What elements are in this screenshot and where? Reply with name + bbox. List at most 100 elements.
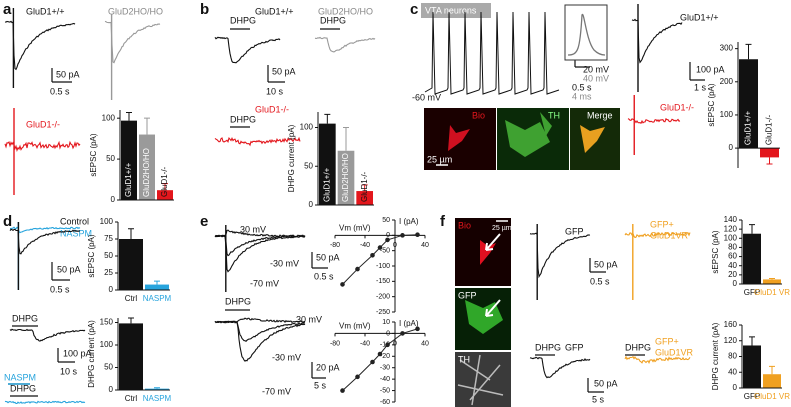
legend-label: NASPM [60,228,92,238]
image-label: GFP [458,290,477,300]
decoration [8,3,705,407]
y-tick-label: 80 [728,352,737,361]
y-tick-label: 100 [100,340,114,349]
drug: DHPG [12,313,38,323]
scale-bar [589,258,606,273]
error-bar [154,280,160,285]
iv-point [355,374,360,380]
category-label: GluD1-/- [765,115,774,146]
scale-label: 50 pA [56,69,80,79]
y-tick-label: -50 [380,248,390,255]
genotype: GluD1-/- [255,104,289,114]
y-tick-label: 25 [104,268,113,277]
trace [214,234,306,273]
labels: a GluD1+/+ GluD2HO/HO 50 pA 0.5 s GluD1-… [3,1,725,404]
category-label: NASPM [143,294,172,303]
scale-label: 100 pA [63,348,92,358]
error-bar [361,184,368,192]
iv-point [415,326,420,332]
y-tick-label: 60 [728,252,737,261]
y-axis-label: sEPSC (pA) [89,133,98,176]
y-tick-label: 0 [733,383,738,392]
scale-label: 0.5 s [50,284,70,294]
y-axis-label: sEPSC (pA) [711,230,720,273]
category-label: GluD1-/- [160,166,169,197]
scale-label: 100 pA [696,64,725,74]
label: VTA neurons [425,5,477,15]
category-label: GluD1 VR [754,288,790,297]
scale-bar [311,252,328,269]
label-box [421,3,491,18]
panel-letter: d [3,213,12,230]
bar [763,374,781,388]
bar [121,120,137,200]
y-tick-label: 160 [724,320,738,329]
image-label: Bio [472,110,485,120]
error-bar [154,387,160,389]
scale-label: 40 mV [583,73,609,83]
genotype: GluD1-/- [660,102,694,112]
category-label: GluD1+/+ [124,162,133,197]
voltage: -60 mV [412,92,441,102]
trace [9,328,86,342]
iv-point [370,359,375,365]
x-tick-label: -80 [330,340,340,347]
category-label: GluD1-/- [360,171,369,202]
x-tick-label: 40 [421,242,429,249]
bar [743,233,761,284]
y-tick-label: 150 [100,318,114,327]
x-tick-label: 0 [393,242,397,249]
iv-point [377,245,383,250]
scale-label: 0.5 s [572,82,592,92]
category-label: GluD2HO/HO [341,153,350,202]
trace [9,228,81,255]
y-tick-label: 100 [100,217,114,226]
x-tick-label: -80 [330,242,340,249]
error-bar [162,183,168,191]
fibers [457,354,504,406]
y-axis-label: sEPSC (pA) [707,83,716,126]
scale-label: 50 pA [594,259,618,269]
y-tick-label: 50 [304,161,313,170]
y-tick-label: -150 [376,278,390,285]
y-tick-label: 0 [109,285,114,294]
category-label: Ctrl [125,394,138,403]
cell [580,125,605,153]
y-tick-label: 100 [724,233,738,242]
iv-point [340,388,345,393]
y-tick-label: 50 [106,154,115,163]
voltage: -30 mV [272,352,301,362]
category-label: NASPM [143,394,172,403]
scale-bar [57,348,75,363]
bar [739,59,758,149]
bar [119,323,143,390]
trace [529,356,591,379]
voltage: -70 mV [250,278,279,288]
panel-letter: b [200,1,209,18]
y-axis-label: DHPG current (pA) [711,322,720,390]
category-label: GluD1+/+ [744,111,753,146]
y-tick-label: 50 [104,251,113,260]
iv-point [400,233,405,238]
y-tick-label: 10 [382,319,390,326]
drug: DHPG [10,383,36,393]
condition: GFP+ [655,336,679,346]
bar [139,134,155,200]
scale-label: 5 s [314,380,327,390]
error-bar [749,224,755,234]
voltage: -30 mV [270,258,299,268]
x-tick-label: -40 [360,340,370,347]
scale-label: 10 s [266,86,284,96]
scale-label: 20 pA [316,362,340,372]
y-tick-label: 75 [104,234,113,243]
error-bar [769,365,775,375]
trace [624,231,691,239]
y-tick-label: 140 [724,215,738,224]
y-tick-label: 0 [111,195,116,204]
scale-label: 50 pA [316,252,340,262]
scale-label: 20 mV [583,64,609,74]
x-tick-label: -40 [360,242,370,249]
y-tick-label: 50 [104,363,113,372]
panel-letter: c [410,1,418,18]
spike-waveform [567,14,606,56]
